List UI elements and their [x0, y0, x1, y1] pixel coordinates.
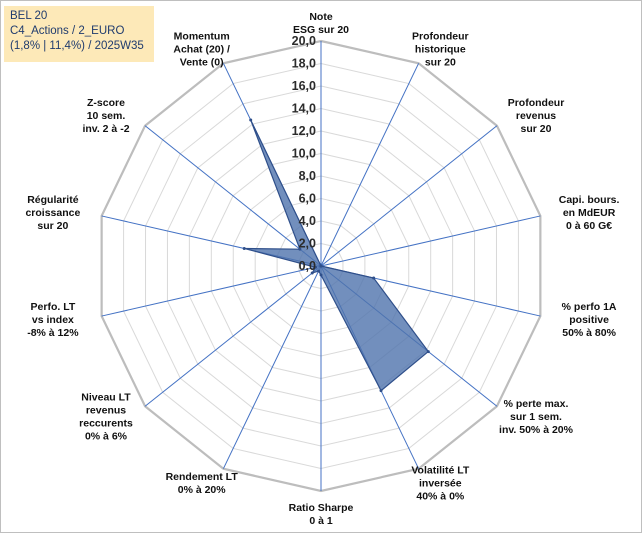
tick-label: 8,0: [299, 169, 316, 183]
category-label: Profondeur revenus sur 20: [508, 97, 565, 135]
category-label: Z-score 10 sem. inv. 2 à -2: [82, 97, 129, 135]
category-label-line: Rendement LT: [166, 471, 239, 483]
axis-spoke: [101, 265, 322, 317]
data-point: [317, 269, 321, 273]
category-label-line: sur 20: [37, 220, 68, 232]
tick-label: 2,0: [299, 237, 316, 251]
category-label-line: Achat (20) /: [173, 43, 230, 55]
axis-spoke: [144, 265, 322, 407]
category-label-line: Ratio Sharpe: [289, 502, 354, 514]
category-label-line: en MdEUR: [563, 207, 616, 219]
category-label-line: % perte max.: [504, 398, 569, 410]
category-label-line: positive: [569, 314, 609, 326]
category-label-line: Capi. bours.: [559, 194, 620, 206]
category-label: Capi. bours. en MdEUR 0 à 60 G€: [559, 194, 620, 232]
category-label-line: 50% à 80%: [562, 327, 616, 339]
category-label-line: 40% à 0%: [416, 491, 465, 503]
category-label-line: Z-score: [87, 97, 125, 109]
tick-label: 0,0: [299, 259, 316, 273]
data-point: [379, 389, 383, 393]
data-point: [242, 246, 246, 250]
data-point: [372, 276, 376, 280]
axis-spoke: [320, 125, 498, 267]
category-label-line: % perfo 1A: [562, 301, 617, 313]
tick-label: 12,0: [292, 124, 316, 138]
category-label-line: Note: [309, 11, 332, 23]
category-label-line: sur 20: [521, 123, 552, 135]
category-label-line: ESG sur 20: [293, 24, 349, 36]
tick-label: 14,0: [292, 102, 316, 116]
category-label-line: 0 à 1: [309, 515, 333, 527]
data-point: [310, 271, 314, 275]
data-point: [314, 265, 318, 269]
category-label-line: vs index: [32, 314, 74, 326]
info-period: (1,8% | 11,4%) / 2025W35: [10, 40, 144, 52]
category-label-line: 0% à 6%: [85, 430, 128, 442]
category-label-line: Profondeur: [508, 97, 565, 109]
axis-spoke: [320, 63, 420, 267]
category-label: Momentum Achat (20) / Vente (0): [173, 30, 230, 68]
category-label: Rendement LT 0% à 20%: [166, 471, 239, 496]
tick-label: 4,0: [299, 214, 316, 228]
tick-label: 10,0: [292, 147, 316, 161]
category-label: Ratio Sharpe 0 à 1: [289, 502, 354, 527]
category-label: Niveau LT revenus reccurents 0% à 6%: [79, 391, 133, 442]
category-label-line: -8% à 12%: [27, 327, 79, 339]
category-label: Note ESG sur 20: [293, 11, 349, 36]
category-label: % perfo 1A positive 50% à 80%: [562, 301, 617, 339]
category-label: Volatilité LT inversée 40% à 0%: [411, 465, 470, 503]
category-label-line: 0 à 60 G€: [566, 220, 612, 232]
category-label-line: 0% à 20%: [178, 484, 227, 496]
category-label: Profondeur historique sur 20: [412, 30, 469, 68]
category-label-line: sur 1 sem.: [510, 411, 562, 423]
info-index: BEL 20: [10, 10, 48, 22]
category-label: Perfo. LT vs index -8% à 12%: [27, 301, 79, 339]
tick-label: 20,0: [292, 34, 316, 48]
category-label-line: Niveau LT: [81, 391, 131, 403]
category-label-line: inversée: [419, 478, 462, 490]
category-label-line: Profondeur: [412, 30, 469, 42]
category-label-line: croissance: [25, 207, 80, 219]
category-label-line: Volatilité LT: [411, 465, 470, 477]
axis-spoke: [320, 215, 541, 267]
axis-spoke: [144, 125, 322, 267]
data-point: [319, 273, 323, 277]
category-label-line: Momentum: [174, 30, 230, 42]
category-label-line: sur 20: [425, 56, 456, 68]
info-box: BEL 20 C4_Actions / 2_EURO (1,8% | 11,4%…: [4, 6, 154, 62]
series-area: [244, 119, 430, 392]
axis-spoke: [222, 265, 322, 469]
tick-label: 16,0: [292, 79, 316, 93]
info-category: C4_Actions / 2_EURO: [10, 25, 125, 37]
tick-label: 6,0: [299, 192, 316, 206]
category-label-line: inv. 2 à -2: [82, 123, 129, 135]
category-label-line: revenus: [86, 404, 126, 416]
category-label: Régularité croissance sur 20: [25, 194, 80, 232]
category-label-line: Vente (0): [180, 56, 224, 68]
tick-label: 18,0: [292, 57, 316, 71]
data-point: [249, 118, 253, 122]
category-label-line: revenus: [516, 110, 556, 122]
category-label-line: Perfo. LT: [31, 301, 76, 313]
category-label-line: historique: [415, 43, 466, 55]
category-label-line: inv. 50% à 20%: [499, 424, 574, 436]
category-label-line: reccurents: [79, 417, 133, 429]
category-label: % perte max. sur 1 sem. inv. 50% à 20%: [499, 398, 574, 436]
data-point: [298, 247, 302, 251]
category-label-line: Régularité: [27, 194, 79, 206]
data-point: [426, 350, 430, 354]
category-label-line: 10 sem.: [87, 110, 126, 122]
data-point: [319, 264, 323, 268]
